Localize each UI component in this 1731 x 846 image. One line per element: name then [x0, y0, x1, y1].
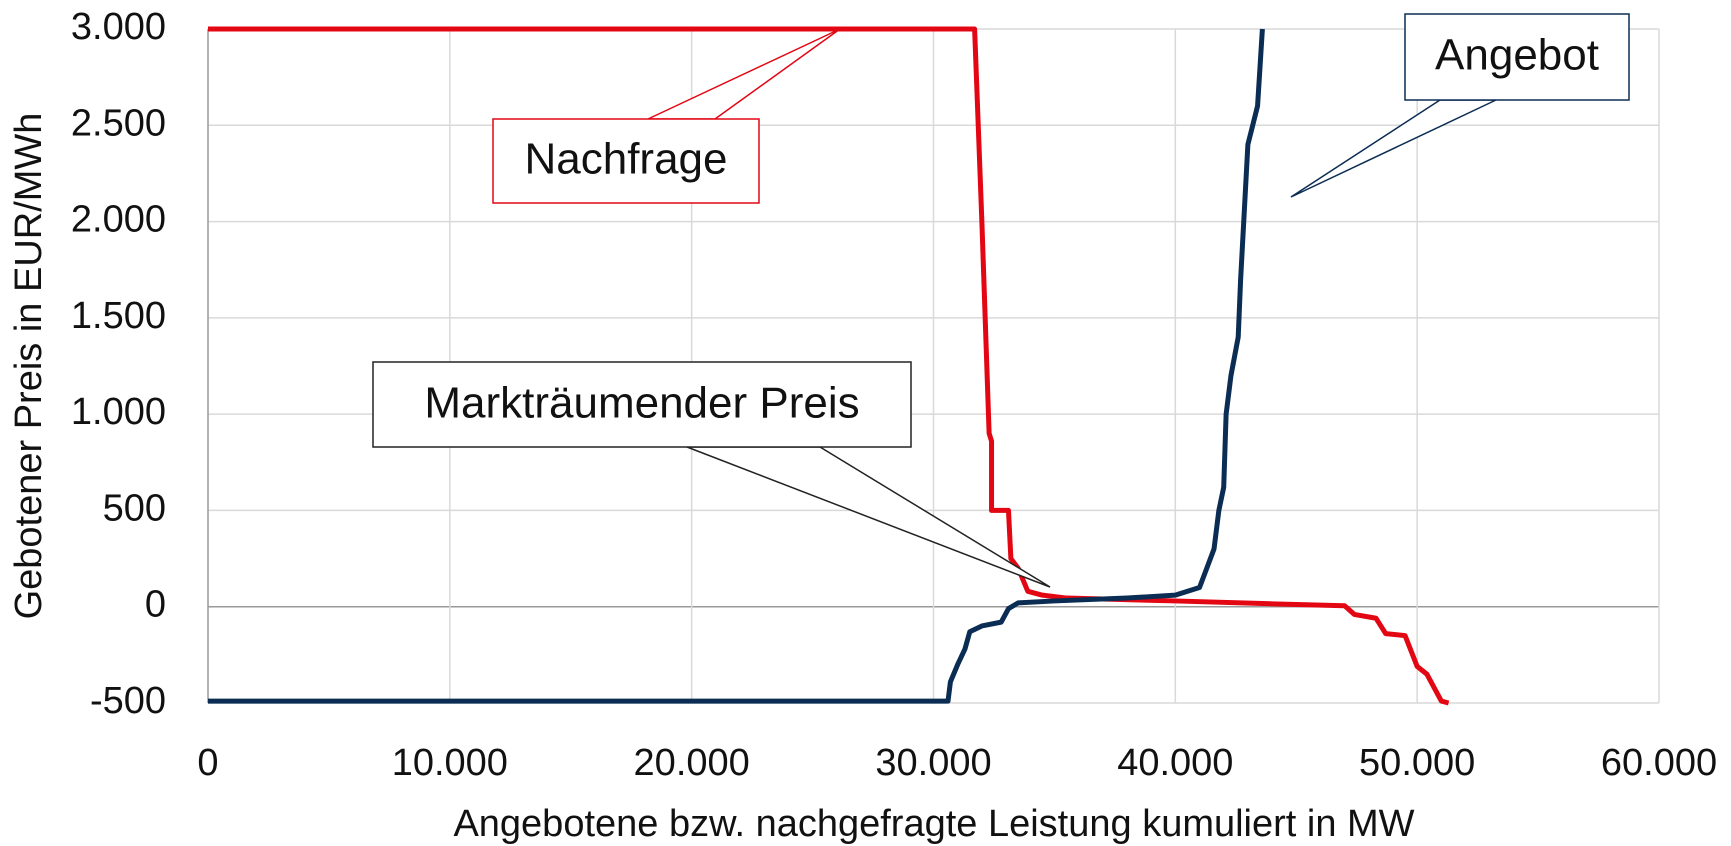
- x-tick-label: 20.000: [634, 742, 750, 784]
- callout-label: Markträumender Preis: [424, 379, 859, 428]
- x-tick-label: 10.000: [392, 742, 508, 784]
- y-tick-label: 1.500: [71, 295, 166, 337]
- callout-pointer: [1290, 99, 1497, 198]
- callout-label: Nachfrage: [524, 135, 727, 184]
- x-axis-title: Angebotene bzw. nachgefragte Leistung ku…: [453, 803, 1414, 845]
- callout-box: [492, 118, 760, 204]
- callouts: Nachfrage Angebot Markträumender Preis: [372, 13, 1630, 588]
- y-axis-title: Gebotener Preis in EUR/MWh: [8, 113, 50, 620]
- x-tick-label: 40.000: [1117, 742, 1233, 784]
- y-tick-label: 1.000: [71, 391, 166, 433]
- callout-box: [1404, 13, 1630, 101]
- callout-pointer: [647, 28, 841, 120]
- y-tick-label: 2.000: [71, 199, 166, 241]
- callout-pointer: [686, 446, 1051, 588]
- x-tick-label: 30.000: [875, 742, 991, 784]
- y-tick-label: 3.000: [71, 6, 166, 48]
- y-tick-label: 0: [145, 584, 166, 626]
- x-tick-label: 50.000: [1359, 742, 1475, 784]
- x-tick-label: 60.000: [1601, 742, 1717, 784]
- y-tick-label: -500: [90, 680, 166, 722]
- y-tick-label: 500: [103, 487, 166, 529]
- callout-box: [372, 361, 912, 448]
- lines: [208, 26, 1450, 706]
- y-tick-label: 2.500: [71, 102, 166, 144]
- series-line: [208, 28, 1265, 704]
- x-tick-label: 0: [197, 742, 218, 784]
- callout-label: Angebot: [1435, 31, 1599, 80]
